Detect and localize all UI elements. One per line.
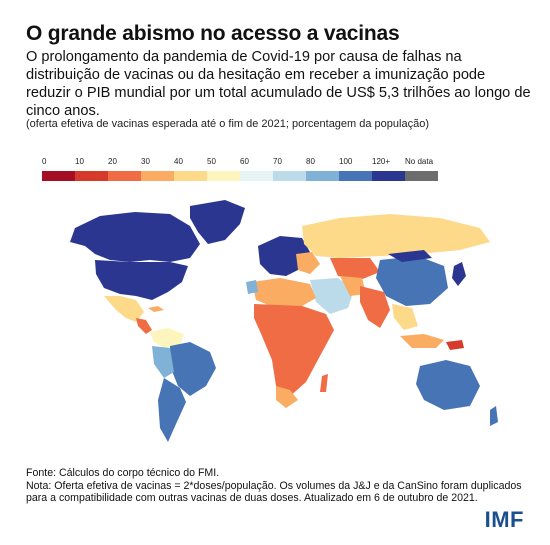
legend-swatch-4 [174,171,207,181]
legend-label-7: 70 [273,157,282,166]
page-title: O grande abismo no acesso a vacinas [26,22,400,45]
russia [302,214,490,258]
australia [416,360,480,410]
imf-logo: IMF [484,507,524,532]
legend-swatch-5 [207,171,240,181]
brazil [170,342,216,396]
iran [340,276,366,296]
indonesia [400,334,444,348]
southeast-asia [392,304,418,330]
europe [258,236,310,276]
legend-swatch-1 [75,171,108,181]
legend-swatch-8 [306,171,339,181]
legend-label-9: 100 [339,157,353,166]
color-legend: 0 10 20 30 40 50 60 70 80 100 120+ No da… [42,157,472,187]
legend-swatch-3 [141,171,174,181]
legend-swatch-6 [240,171,273,181]
legend-swatch-0 [42,171,75,181]
japan [452,262,466,286]
south-africa [276,386,298,408]
central-america [136,318,152,334]
eastern-europe [296,252,320,274]
greenland [190,200,245,244]
legend-label-5: 50 [207,157,216,166]
madagascar [320,374,328,392]
legend-label-10: 120+ [372,157,391,166]
central-asia [330,258,380,280]
chart-note: (oferta efetiva de vacinas esperada até … [26,118,429,130]
papua [446,340,464,350]
legend-label-0: 0 [42,157,47,166]
legend-labels: 0 10 20 30 40 50 60 70 80 100 120+ No da… [42,157,472,169]
legend-label-8: 80 [306,157,315,166]
mongolia [388,250,432,262]
legend-label-11: No data [405,157,434,166]
footer: Fonte: Cálculos do corpo técnico do FMI.… [26,467,531,505]
southern-cone [158,378,186,442]
morocco [246,280,258,294]
new-zealand [490,406,498,426]
legend-color-bar [42,171,438,181]
legend-swatch-9 [339,171,372,181]
legend-label-4: 40 [174,157,183,166]
canada [70,212,200,262]
subtitle: O prolongamento da pandemia de Covid-19 … [26,49,531,119]
legend-label-3: 30 [141,157,150,166]
legend-label-1: 10 [75,157,84,166]
caribbean [148,306,164,312]
source-text: Fonte: Cálculos do corpo técnico do FMI. [26,467,220,479]
mexico [104,296,144,322]
legend-swatch-7 [273,171,306,181]
peru-bolivia [152,346,174,378]
legend-swatch-2 [108,171,141,181]
colombia-venezuela [150,328,184,348]
legend-swatch-11 [405,171,438,181]
legend-label-6: 60 [240,157,249,166]
united-states [95,260,188,300]
world-map [70,200,498,442]
china [376,256,448,306]
legend-swatch-10 [372,171,405,181]
sub-saharan-africa [254,304,334,398]
north-africa [252,278,316,308]
note-text: Nota: Oferta efetiva de vacinas = 2*dose… [26,479,522,505]
middle-east [310,278,354,314]
legend-label-2: 20 [108,157,117,166]
india [360,286,390,328]
